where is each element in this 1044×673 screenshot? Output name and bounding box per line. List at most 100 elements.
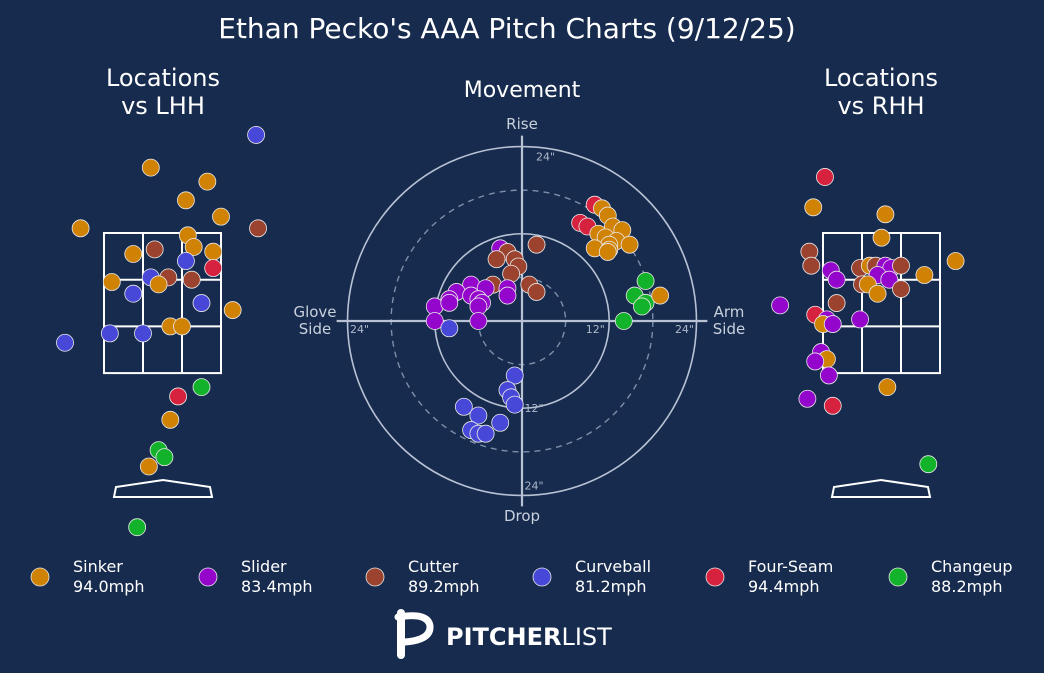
pitch-point-curveball — [192, 294, 211, 312]
axis-label-arm-side-line: Side — [713, 320, 745, 338]
pitch-point-slider — [771, 296, 789, 315]
pitch-point-sinker — [139, 457, 158, 476]
axis-label-glove-side-line: Glove — [293, 303, 336, 321]
ring-label: 12" — [586, 323, 605, 336]
rhh-points — [771, 168, 965, 474]
pitcherlist-logo: PITCHERLIST — [394, 609, 612, 659]
pitch-point-sinker — [223, 301, 242, 319]
pitch-point-sinker — [176, 191, 195, 210]
pitch-point-changeup — [614, 312, 633, 330]
pitch-point-sinker — [161, 410, 180, 429]
legend-marker — [532, 567, 552, 587]
pitch-point-cutter — [892, 256, 910, 275]
legend-pitch-name: Changeup — [931, 557, 1013, 576]
legend-marker — [198, 567, 218, 587]
pitch-point-sinker — [198, 172, 217, 191]
pitch-point-sinker — [804, 198, 823, 217]
lhh-panel: Locations vs LHH — [56, 64, 267, 537]
rhh-title: Locations vs RHH — [824, 64, 938, 120]
ring-label: 24" — [675, 323, 694, 336]
pitch-point-cutter — [892, 280, 910, 298]
pitch-point-sinker — [102, 273, 121, 291]
pitch-point-four-seam — [823, 396, 842, 415]
movement-points — [425, 195, 670, 443]
pitch-point-slider — [798, 389, 817, 408]
pitcherlist-icon — [394, 609, 434, 659]
pitch-point-sinker — [946, 252, 965, 270]
pitch-point-cutter — [249, 219, 267, 238]
pitch-point-cutter — [182, 270, 201, 289]
pitch-point-sinker — [184, 238, 203, 256]
home-plate — [830, 478, 932, 498]
figure-title: Ethan Pecko's AAA Pitch Charts (9/12/25) — [218, 12, 795, 45]
legend-pitch-velocity: 89.2mph — [408, 577, 480, 596]
logo-bowl — [394, 612, 434, 646]
axis-label-arm-side: Arm Side — [713, 303, 745, 338]
pitch-point-slider — [819, 366, 838, 385]
pitch-point-sinker — [71, 219, 90, 238]
pitch-point-curveball — [469, 406, 488, 425]
pitch-point-cutter — [527, 283, 546, 301]
pitch-point-slider — [469, 312, 488, 330]
movement-title-line: Movement — [464, 78, 581, 103]
lhh-title-line: vs LHH — [121, 92, 205, 120]
pitch-point-sinker — [204, 242, 223, 261]
pitch-point-four-seam — [169, 387, 188, 406]
pitch-point-curveball — [491, 413, 510, 432]
pitch-point-curveball — [56, 333, 74, 352]
pitch-point-curveball — [505, 366, 524, 385]
rhh-title-line: Locations — [824, 64, 938, 92]
axis-label-glove-side-line: Side — [299, 320, 331, 338]
legend-marker — [705, 567, 725, 587]
legend-pitch-velocity: 81.2mph — [575, 577, 647, 596]
pitch-point-slider — [440, 293, 459, 312]
pitch-point-curveball — [134, 324, 152, 343]
legend-pitch-velocity: 94.4mph — [748, 577, 820, 596]
pitch-point-cutter — [487, 250, 506, 269]
logo-wordmark-light: LIST — [561, 623, 612, 651]
pitch-point-changeup — [155, 448, 174, 467]
lhh-points — [56, 126, 267, 537]
legend-marker — [888, 567, 908, 587]
pitch-point-sinker — [651, 286, 670, 305]
legend-pitch-velocity: 83.4mph — [241, 577, 313, 596]
axis-label-drop: Drop — [504, 507, 540, 525]
pitch-point-curveball — [124, 284, 143, 303]
ring-label: 24" — [524, 479, 543, 492]
legend-pitch-name: Sinker — [73, 557, 123, 576]
axis-label-rise: Rise — [506, 115, 538, 133]
pitch-point-cutter — [827, 294, 846, 312]
pitch-point-sinker — [141, 158, 160, 177]
pitch-point-four-seam — [204, 259, 223, 277]
pitch-point-sinker — [876, 205, 895, 224]
lhh-strike-zone — [103, 232, 222, 375]
pitch-point-cutter — [145, 240, 164, 259]
rhh-title-line: vs RHH — [837, 92, 924, 120]
pitch-point-sinker — [598, 243, 617, 261]
pitch-point-curveball — [476, 424, 495, 443]
lhh-title-line: Locations — [106, 64, 220, 92]
pitch-point-changeup — [633, 297, 651, 316]
pitch-point-curveball — [176, 252, 195, 270]
pitch-point-sinker — [124, 245, 143, 263]
pitch-point-sinker — [212, 207, 230, 226]
legend-pitch-name: Four-Seam — [748, 557, 833, 576]
legend-pitch-name: Slider — [241, 557, 287, 576]
home-plate — [112, 478, 214, 498]
legend-pitch-name: Curveball — [575, 557, 651, 576]
axis-label-glove-side: Glove Side — [293, 303, 336, 338]
pitch-point-slider — [880, 270, 899, 289]
rhh-panel: Locations vs RHH — [771, 64, 965, 498]
legend-marker — [30, 567, 50, 587]
legend-pitch-velocity: 88.2mph — [931, 577, 1003, 596]
pitch-point-slider — [823, 315, 842, 333]
zone-outline — [103, 232, 222, 375]
